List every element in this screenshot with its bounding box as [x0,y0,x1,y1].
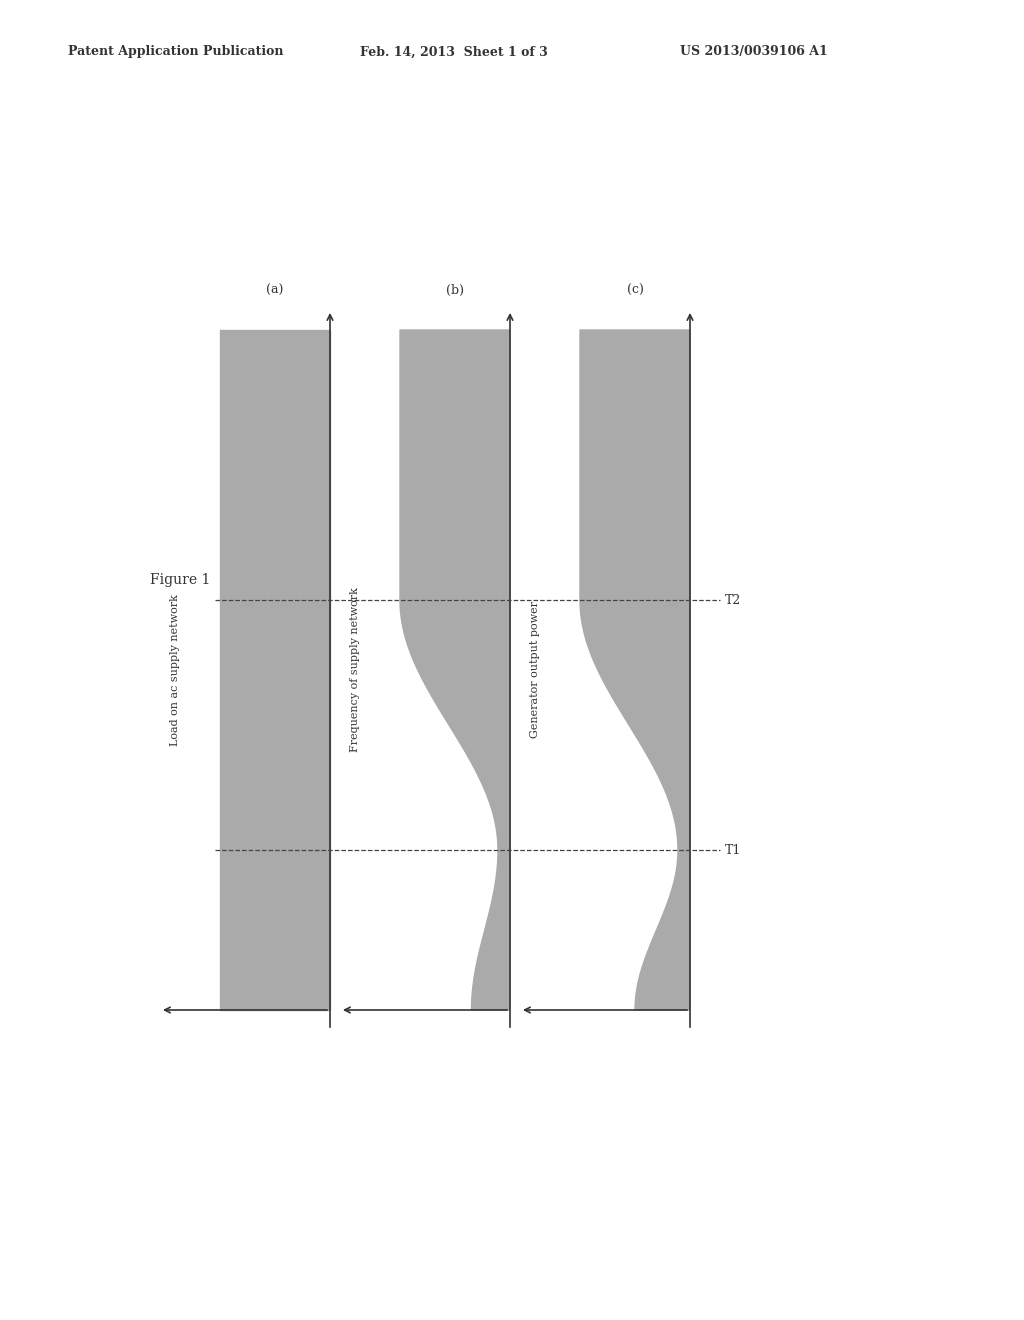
Text: Figure 1: Figure 1 [150,573,210,587]
Polygon shape [580,330,690,1010]
Text: (b): (b) [446,284,464,297]
Polygon shape [400,330,510,1010]
Text: Load on ac supply network: Load on ac supply network [170,594,180,746]
Text: Frequency of supply network: Frequency of supply network [350,587,360,752]
Text: T2: T2 [725,594,741,606]
Text: Generator output power: Generator output power [530,602,540,738]
Text: T1: T1 [725,843,741,857]
Text: Patent Application Publication: Patent Application Publication [68,45,284,58]
Text: (c): (c) [627,284,643,297]
Text: Feb. 14, 2013  Sheet 1 of 3: Feb. 14, 2013 Sheet 1 of 3 [360,45,548,58]
Text: US 2013/0039106 A1: US 2013/0039106 A1 [680,45,827,58]
Polygon shape [220,330,330,1010]
Text: (a): (a) [266,284,284,297]
